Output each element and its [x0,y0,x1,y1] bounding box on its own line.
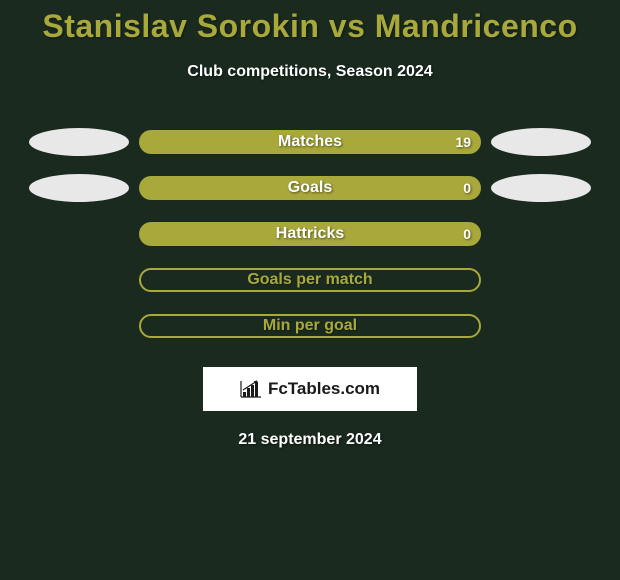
logo-box[interactable]: FcTables.com [203,367,417,411]
stat-row: Matches 19 [0,119,620,165]
logo-text: FcTables.com [268,379,380,399]
page-title: Stanislav Sorokin vs Mandricenco [0,0,620,45]
stat-rows: Matches 19 Goals 0 Hattricks 0 Goals per match… [0,119,620,349]
subtitle: Club competitions, Season 2024 [0,63,620,81]
date-text: 21 september 2024 [0,431,620,449]
stat-row: Goals per match [0,257,620,303]
stat-value: 19 [455,134,471,150]
stat-row: Hattricks 0 [0,211,620,257]
stat-row: Min per goal [0,303,620,349]
player-left-icon [29,174,129,202]
stat-label: Min per goal [263,317,357,335]
stat-bar: Goals per match [139,268,481,292]
stat-value: 0 [463,226,471,242]
stat-bar: Matches 19 [139,130,481,154]
stat-label: Goals per match [247,271,372,289]
player-left-icon [29,128,129,156]
barchart-icon [240,380,262,398]
stat-value: 0 [463,180,471,196]
stat-bar: Min per goal [139,314,481,338]
stat-row: Goals 0 [0,165,620,211]
stat-bar: Goals 0 [139,176,481,200]
stat-label: Goals [288,179,332,197]
stat-label: Hattricks [276,225,344,243]
player-right-icon [491,174,591,202]
player-right-icon [491,128,591,156]
stat-label: Matches [278,133,342,151]
stat-bar: Hattricks 0 [139,222,481,246]
